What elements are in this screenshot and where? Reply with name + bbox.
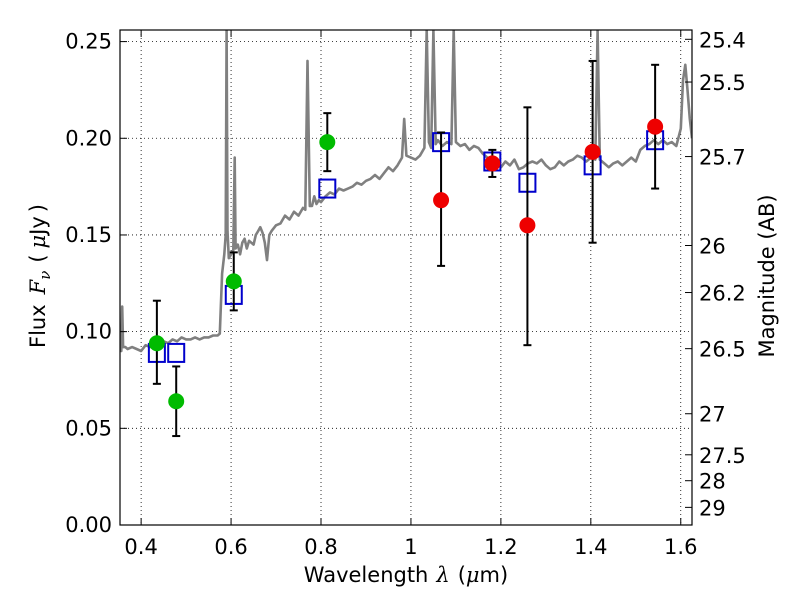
y-tick-label: 0.25 <box>65 30 112 54</box>
plot-frame <box>119 29 693 526</box>
x-tick-label: 1 <box>404 535 417 559</box>
observed-data-point <box>168 393 185 410</box>
y2-axis-label: Magnitude (AB) <box>755 194 779 357</box>
y2-tick-label: 26.5 <box>699 338 746 362</box>
y-axis-label: FluxFν(μJy) <box>26 204 54 348</box>
observed-data-point <box>433 192 450 209</box>
x-tick-label: 0.4 <box>124 535 157 559</box>
model-photometry-square <box>167 342 186 363</box>
axis-ticks: 0.4 0.6 0.8 1 1.2 1.4 1.6 0.00 0.05 0.10 0.15 0.20 0… <box>65 28 746 559</box>
y2-tick-label: 25.7 <box>699 146 746 170</box>
y2-tick-label: 26 <box>699 235 726 259</box>
observed-data-point <box>148 335 165 352</box>
y-tick-label: 0.20 <box>65 126 112 150</box>
observed-data-point <box>584 143 601 160</box>
y-tick-label: 0.05 <box>65 416 112 440</box>
y2-tick-label: 27 <box>699 403 726 427</box>
y2-tick-label: 27.5 <box>699 444 746 468</box>
observed-data-point <box>519 217 536 234</box>
y2-tick-label: 29 <box>699 496 726 520</box>
y2-tick-label: 28 <box>699 470 726 494</box>
x-axis-label: Wavelength λ (μm) <box>304 563 508 587</box>
y-tick-label: 0.00 <box>65 513 112 537</box>
x-tick-label: 1.6 <box>664 535 697 559</box>
x-tick-label: 0.8 <box>304 535 337 559</box>
y2-tick-label: 26.2 <box>699 282 746 306</box>
y2-tick-label: 25.5 <box>699 71 746 95</box>
observed-data-point <box>225 273 242 290</box>
y2-tick-label: 25.4 <box>699 28 746 52</box>
observed-data-point <box>647 118 664 135</box>
plot-background <box>120 30 692 525</box>
marker-layer <box>147 59 665 438</box>
x-tick-label: 1.2 <box>484 535 517 559</box>
observed-data-point <box>319 134 336 151</box>
model-photometry-square <box>318 178 337 199</box>
observed-data-point <box>484 155 501 172</box>
x-tick-label: 1.4 <box>574 535 607 559</box>
x-tick-label: 0.6 <box>214 535 247 559</box>
y-tick-label: 0.10 <box>65 320 112 344</box>
y-tick-label: 0.15 <box>65 223 112 247</box>
